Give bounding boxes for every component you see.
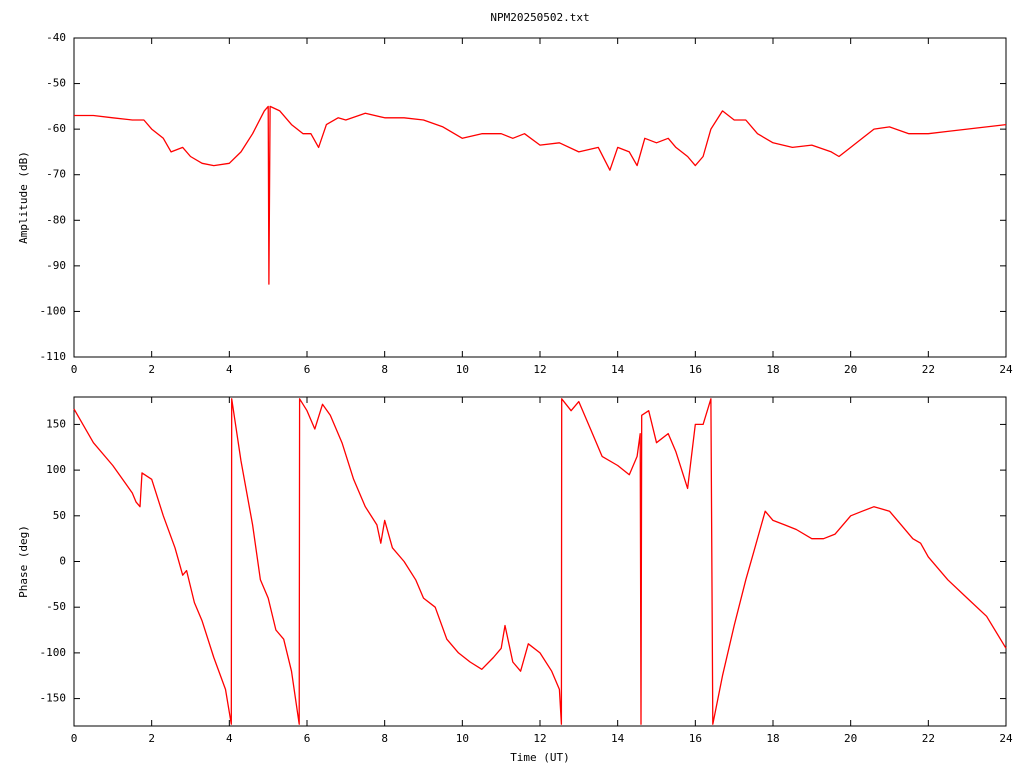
x-tick-label: 4 bbox=[226, 732, 233, 745]
y-tick-label: -70 bbox=[46, 168, 66, 181]
x-axis-label: Time (UT) bbox=[510, 751, 570, 764]
y-tick-label: -90 bbox=[46, 259, 66, 272]
x-tick-label: 2 bbox=[148, 363, 155, 376]
y-tick-label: -110 bbox=[40, 350, 67, 363]
data-line bbox=[73, 398, 1007, 725]
data-line bbox=[74, 105, 1007, 285]
y-tick-label: -50 bbox=[46, 77, 66, 90]
x-tick-label: 0 bbox=[71, 732, 78, 745]
x-tick-label: 12 bbox=[533, 732, 546, 745]
x-tick-label: 22 bbox=[922, 363, 935, 376]
y-tick-label: -80 bbox=[46, 213, 66, 226]
x-tick-label: 24 bbox=[999, 363, 1013, 376]
y-axis-label: Phase (deg) bbox=[17, 525, 30, 598]
y-tick-label: -100 bbox=[40, 304, 67, 317]
x-tick-label: 12 bbox=[533, 363, 546, 376]
x-tick-label: 2 bbox=[148, 732, 155, 745]
x-tick-label: 14 bbox=[611, 732, 625, 745]
y-tick-label: 150 bbox=[46, 417, 66, 430]
x-tick-label: 14 bbox=[611, 363, 625, 376]
y-tick-label: -60 bbox=[46, 122, 66, 135]
x-tick-label: 22 bbox=[922, 732, 935, 745]
y-tick-label: 0 bbox=[59, 555, 66, 568]
x-tick-label: 10 bbox=[456, 732, 469, 745]
y-tick-label: -150 bbox=[40, 692, 67, 705]
plot-frame bbox=[73, 396, 1007, 727]
y-tick-label: 100 bbox=[46, 463, 66, 476]
y-tick-label: -40 bbox=[46, 31, 66, 44]
x-tick-label: 0 bbox=[71, 363, 78, 376]
y-tick-label: -100 bbox=[40, 646, 67, 659]
x-tick-label: 6 bbox=[304, 363, 311, 376]
chart-title: NPM20250502.txt bbox=[490, 11, 589, 24]
x-tick-label: 18 bbox=[766, 732, 779, 745]
x-tick-label: 6 bbox=[304, 732, 311, 745]
x-tick-label: 4 bbox=[226, 363, 233, 376]
plot-frame bbox=[73, 37, 1007, 358]
y-tick-label: -50 bbox=[46, 600, 66, 613]
x-tick-label: 18 bbox=[766, 363, 779, 376]
x-tick-label: 24 bbox=[999, 732, 1013, 745]
x-tick-label: 16 bbox=[689, 732, 702, 745]
x-tick-label: 20 bbox=[844, 732, 857, 745]
x-tick-label: 10 bbox=[456, 363, 469, 376]
y-axis-label: Amplitude (dB) bbox=[17, 151, 30, 244]
x-tick-label: 16 bbox=[689, 363, 702, 376]
x-tick-label: 20 bbox=[844, 363, 857, 376]
x-tick-label: 8 bbox=[381, 363, 388, 376]
y-tick-label: 50 bbox=[53, 509, 66, 522]
x-tick-label: 8 bbox=[381, 732, 388, 745]
